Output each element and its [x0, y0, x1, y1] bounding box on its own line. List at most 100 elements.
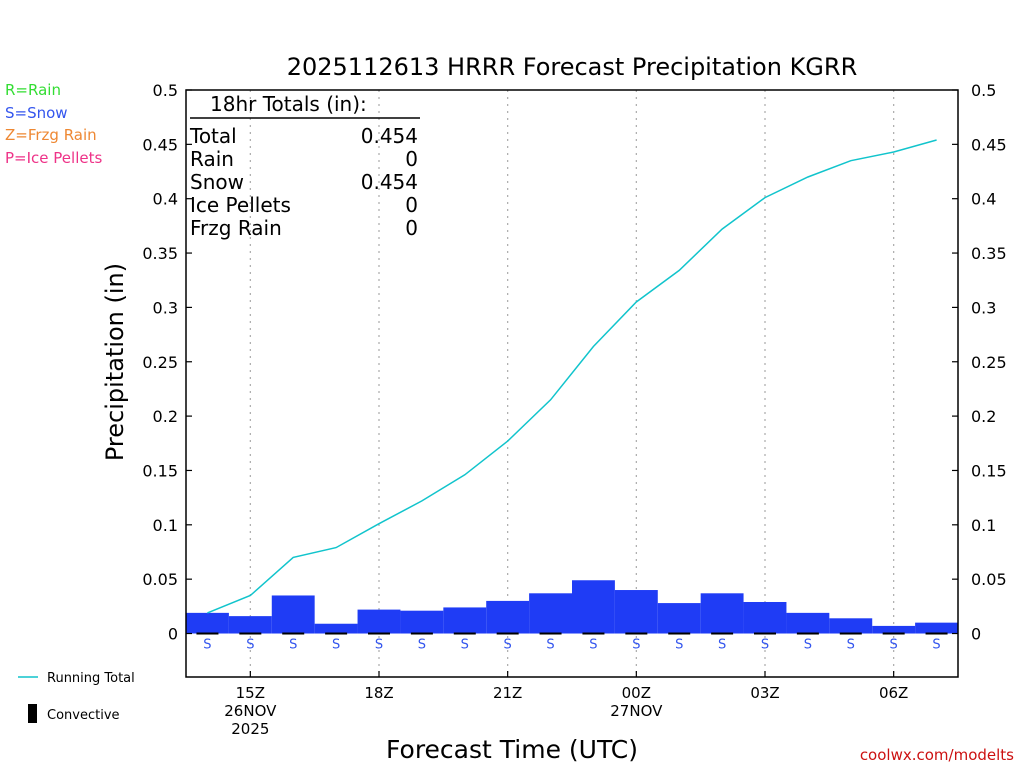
x-tick-label: 03Z: [750, 684, 779, 702]
running-total-line: [207, 139, 937, 614]
x-tick-label: 06Z: [879, 684, 908, 702]
hourly-precip-bar: [700, 593, 744, 634]
y-tick-label-right: 0: [971, 625, 981, 644]
legend-key: R=Rain: [5, 81, 61, 99]
convective-bar: [282, 632, 305, 635]
convective-bars: [196, 632, 948, 635]
precip-type-marker: S: [847, 638, 855, 653]
bottom-legend: Running Total Convective: [18, 671, 135, 723]
hourly-precip-bar: [786, 612, 830, 634]
y-tick-label-right: 0.3: [971, 298, 996, 317]
y-tick-label-right: 0.1: [971, 516, 996, 535]
precip-type-marker: S: [890, 638, 898, 653]
totals-row-label: Total: [189, 124, 237, 148]
convective-bar: [368, 632, 390, 635]
precip-type-marker: S: [589, 638, 597, 653]
totals-row-value: 0.454: [361, 170, 418, 194]
y-tick-label-right: 0.05: [971, 570, 1007, 589]
x-tick-label: 00Z: [622, 684, 651, 702]
convective-bar: [668, 632, 691, 635]
legend-key: Z=Frzg Rain: [5, 126, 97, 144]
chart-title: 2025112613 HRRR Forecast Precipitation K…: [287, 53, 858, 81]
legend-key: S=Snow: [5, 103, 68, 122]
y-tick-label-right: 0.25: [971, 353, 1007, 372]
precip-type-marker: S: [932, 638, 940, 653]
y-tick-label-left: 0.15: [142, 461, 178, 480]
y-tick-label-left: 0.3: [153, 298, 178, 317]
y-tick-label-left: 0.25: [142, 353, 178, 372]
convective-bar: [453, 632, 476, 635]
y-tick-label-right: 0.2: [971, 407, 996, 426]
convective-bar: [410, 632, 433, 635]
x-tick-label: 21Z: [493, 684, 522, 702]
totals-row-label: Snow: [190, 170, 244, 194]
y-tick-label-left: 0.45: [142, 135, 178, 154]
convective-bar: [539, 632, 562, 635]
hourly-precip-bar: [657, 603, 701, 634]
hourly-precip-bar: [271, 595, 315, 634]
x-tick-label: 15Z: [236, 684, 265, 702]
precip-type-marker: S: [375, 638, 383, 653]
precip-type-marker: S: [718, 638, 726, 653]
precip-type-marker: S: [418, 638, 426, 653]
hourly-precip-bar: [572, 580, 615, 634]
convective-legend-swatch: [28, 704, 37, 723]
x-tick-label: 2025: [231, 720, 269, 738]
running-total-legend-label: Running Total: [47, 671, 135, 686]
y-tick-label-left: 0.2: [153, 407, 178, 426]
y-tick-label-left: 0.5: [153, 81, 178, 100]
hourly-precip-bar: [228, 616, 272, 634]
hourly-precip-bar: [743, 601, 787, 634]
precip-type-marker: S: [504, 638, 512, 653]
legend-key: P=Ice Pellets: [5, 148, 103, 167]
hourly-precip-bar: [829, 618, 873, 634]
x-tick-label: 26NOV: [224, 702, 277, 720]
totals-box: 18hr Totals (in): Total 0.454 Rain 0 Snow 0.4…: [189, 92, 420, 240]
convective-bar: [625, 632, 648, 635]
convective-bar: [839, 632, 862, 635]
precip-type-marker: S: [332, 638, 340, 653]
convective-bar: [754, 632, 776, 635]
x-axis-label: Forecast Time (UTC): [386, 735, 638, 764]
totals-row-label: Rain: [190, 147, 234, 171]
convective-bar: [582, 632, 605, 635]
convective-bar: [496, 632, 519, 635]
hourly-precip-bar: [357, 609, 401, 634]
convective-bar: [325, 632, 348, 635]
hourly-precip-bar: [443, 607, 487, 634]
y-tick-label-left: 0.35: [142, 244, 178, 263]
precip-type-marker: S: [246, 638, 254, 653]
y-tick-label-left: 0.4: [153, 190, 178, 209]
plot-frame: [185, 89, 959, 678]
precip-type-marker: S: [546, 638, 554, 653]
hourly-precip-bar: [314, 623, 358, 634]
totals-row-label: Ice Pellets: [190, 193, 291, 217]
precip-type-marker: S: [675, 638, 683, 653]
y-tick-label-left: 0: [168, 625, 178, 644]
totals-row-value: 0: [405, 193, 418, 217]
site-credit: coolwx.com/modelts: [860, 746, 1014, 764]
convective-bar: [239, 632, 262, 635]
y-tick-label-left: 0.05: [142, 570, 178, 589]
convective-bar: [882, 632, 905, 635]
convective-bar: [711, 632, 734, 635]
precip-type-marker: S: [761, 638, 769, 653]
y-tick-label-right: 0.35: [971, 244, 1007, 263]
hourly-precip-bar: [872, 625, 916, 634]
hourly-precip-bar: [529, 593, 572, 634]
precip-type-marker: S: [632, 638, 640, 653]
y-axis-ticks: 0 00.05 0.050.1 0.10.15 0.150.2 0.20.25 0.250.…: [142, 81, 1006, 644]
convective-bar: [196, 632, 219, 635]
y-tick-label-right: 0.45: [971, 135, 1007, 154]
y-tick-label-left: 0.1: [153, 516, 178, 535]
convective-bar: [796, 632, 819, 635]
hourly-precip-bar: [400, 610, 444, 634]
totals-row-value: 0: [405, 147, 418, 171]
x-tick-label: 27NOV: [610, 702, 663, 720]
hourly-precip-bar: [614, 590, 658, 634]
y-tick-label-right: 0.5: [971, 81, 996, 100]
precip-type-marker: S: [289, 638, 297, 653]
precip-type-marker: S: [461, 638, 469, 653]
